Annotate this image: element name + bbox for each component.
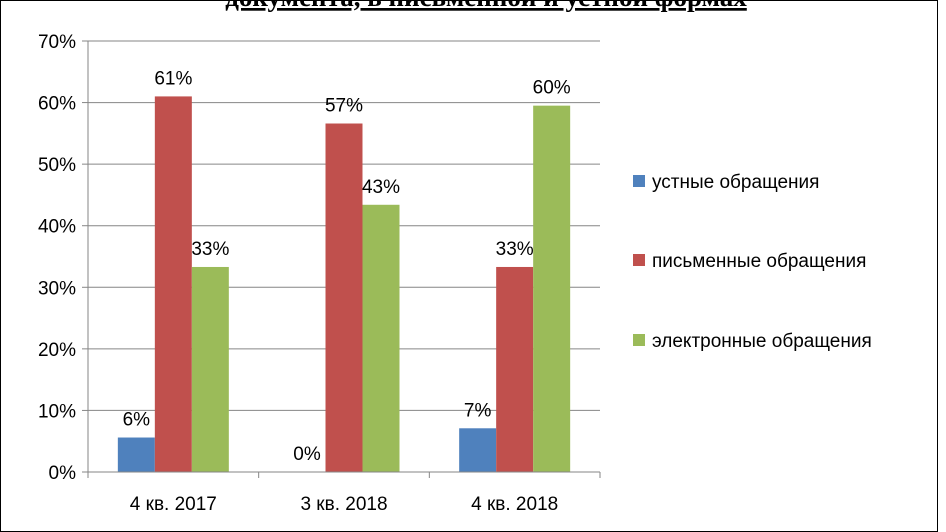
y-tick-label: 0%: [49, 463, 77, 484]
data-label: 7%: [464, 400, 492, 421]
data-label: 0%: [293, 444, 321, 465]
x-tick-label: 4 кв. 2017: [130, 494, 217, 515]
y-tick-label: 20%: [38, 340, 76, 361]
legend-swatch: [633, 175, 645, 187]
data-label: 61%: [154, 68, 192, 89]
legend-label: устные обращения: [652, 172, 819, 193]
legend-swatch: [633, 254, 645, 266]
bar: [362, 204, 400, 472]
bar: [191, 266, 229, 472]
y-tick-label: 60%: [38, 94, 76, 115]
bar: [533, 105, 571, 473]
legend-swatch: [633, 334, 645, 346]
y-tick-label: 10%: [38, 401, 76, 422]
chart-title: документа, в письменной и устной формах: [225, 0, 747, 12]
bar: [117, 437, 155, 472]
data-label: 6%: [123, 410, 151, 431]
x-tick-label: 3 кв. 2018: [300, 494, 387, 515]
y-tick-label: 70%: [38, 32, 76, 53]
data-label: 57%: [325, 96, 363, 117]
data-label: 33%: [496, 239, 534, 260]
data-label: 33%: [191, 239, 229, 260]
y-tick-label: 30%: [38, 278, 76, 299]
bar: [459, 428, 497, 472]
bar: [496, 266, 534, 472]
data-label: 43%: [362, 177, 400, 198]
legend-label: электронные обращения: [652, 331, 872, 352]
legend-label: письменные обращения: [652, 251, 866, 272]
bar: [154, 96, 192, 473]
bar: [325, 123, 363, 473]
x-tick-label: 4 кв. 2018: [471, 494, 558, 515]
y-tick-label: 40%: [38, 217, 76, 238]
y-tick-label: 50%: [38, 155, 76, 176]
data-label: 60%: [533, 78, 571, 99]
